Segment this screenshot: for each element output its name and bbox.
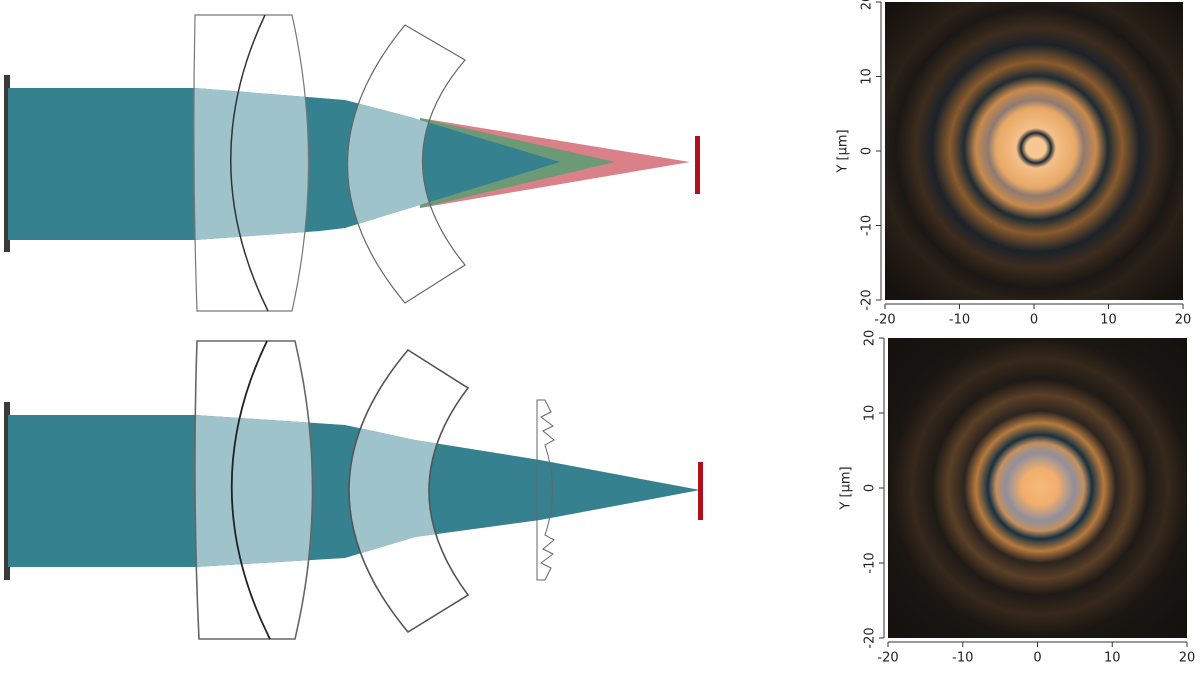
x-tick-label: 0 bbox=[1030, 313, 1038, 328]
meniscus-lens bbox=[347, 24, 466, 304]
x-tick-label: 20 bbox=[1179, 651, 1196, 666]
meniscus-lens bbox=[348, 348, 470, 634]
source-plane bbox=[4, 75, 10, 252]
y-axis-label: Y [µm] bbox=[836, 129, 851, 173]
x-tick-label: 10 bbox=[1104, 651, 1121, 666]
x-tick-label: -20 bbox=[877, 651, 898, 666]
x-tick-label: 0 bbox=[1033, 651, 1041, 666]
lens bbox=[194, 340, 314, 640]
optical-system-bottom bbox=[4, 340, 703, 640]
lens-interface bbox=[230, 14, 269, 312]
x-tick-label: 20 bbox=[1175, 313, 1192, 328]
image-plane bbox=[698, 462, 703, 520]
lens bbox=[193, 14, 310, 312]
x-tick-label: -10 bbox=[949, 313, 970, 328]
y-tick-label: -20 bbox=[860, 289, 875, 310]
y-tick-label: -10 bbox=[863, 552, 878, 573]
psf-image bbox=[885, 2, 1183, 300]
x-tick-label: -20 bbox=[874, 313, 895, 328]
y-axis-label: Y [µm] bbox=[839, 466, 854, 510]
image-plane bbox=[695, 136, 700, 194]
y-tick-label: 20 bbox=[860, 0, 875, 10]
x-tick-label: 10 bbox=[1100, 313, 1117, 328]
diffractive-element bbox=[536, 399, 555, 581]
lens-interface bbox=[230, 340, 271, 640]
source-plane bbox=[4, 402, 10, 580]
y-tick-label: 20 bbox=[863, 330, 878, 347]
y-tick-label: 0 bbox=[860, 147, 875, 155]
psf-image bbox=[888, 338, 1187, 638]
y-tick-label: 0 bbox=[863, 484, 878, 492]
y-tick-label: 10 bbox=[860, 68, 875, 85]
x-tick-label: -10 bbox=[952, 651, 973, 666]
y-tick-label: -10 bbox=[860, 215, 875, 236]
optical-system-top bbox=[4, 14, 700, 312]
y-tick-label: -20 bbox=[863, 627, 878, 648]
y-tick-label: 10 bbox=[863, 405, 878, 422]
